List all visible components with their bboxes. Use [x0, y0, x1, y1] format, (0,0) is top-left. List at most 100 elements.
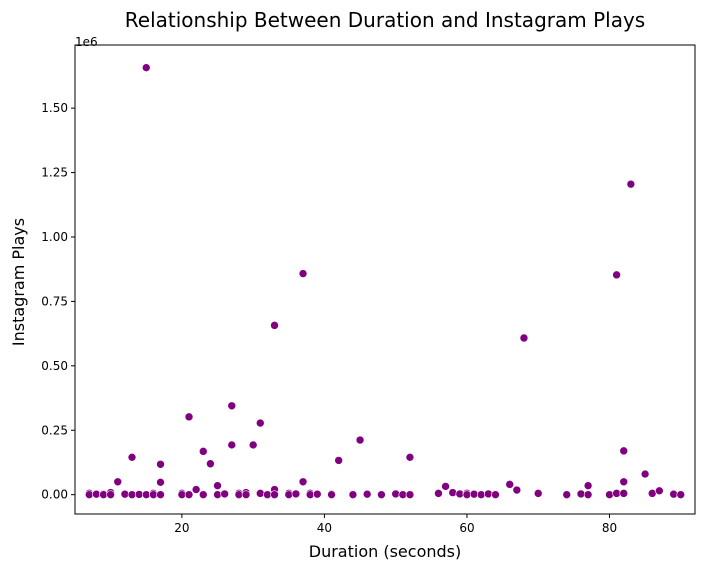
scatter-point — [619, 489, 629, 498]
x-tick-label: 60 — [459, 521, 474, 535]
scatter-point — [647, 489, 657, 498]
scatter-point — [141, 63, 151, 72]
scatter-point — [184, 412, 194, 422]
scatter-point — [206, 459, 215, 469]
chart-title: Relationship Between Duration and Instag… — [125, 8, 645, 32]
scatter-point — [156, 459, 165, 469]
scatter-point — [391, 489, 400, 499]
scatter-point — [583, 490, 593, 499]
scatter-point — [334, 456, 343, 465]
y-tick-label: 1.00 — [41, 230, 68, 244]
x-tick-label: 40 — [317, 521, 332, 535]
x-axis-ticks: 20 40 60 80 — [174, 514, 617, 535]
x-tick-label: 20 — [174, 521, 189, 535]
scatter-point — [298, 269, 308, 278]
scatter-point — [619, 477, 629, 487]
scatter-point — [512, 485, 522, 495]
y-tick-label: 1.25 — [41, 166, 68, 180]
scatter-point — [198, 447, 208, 456]
scatter-point — [127, 490, 137, 499]
scatter-point — [612, 270, 621, 280]
scatter-point — [612, 489, 621, 498]
scatter-point — [113, 477, 123, 487]
scatter-point — [626, 179, 636, 189]
scatter-point — [213, 490, 222, 499]
scatter-point — [270, 490, 279, 499]
scatter-point — [441, 482, 450, 491]
y-axis-ticks: 0.00 0.25 0.50 0.75 1.00 1.25 1.50 — [41, 101, 75, 502]
scatter-point — [227, 440, 237, 450]
scatter-point — [263, 490, 272, 499]
scatter-point — [462, 490, 472, 499]
y-tick-label: 1.50 — [41, 101, 68, 115]
scatter-point — [327, 490, 336, 499]
x-axis-label: Duration (seconds) — [309, 542, 461, 561]
scatter-point — [248, 440, 258, 450]
scatter-point — [669, 489, 678, 499]
scatter-point — [213, 481, 222, 490]
y-tick-label: 0.25 — [41, 423, 68, 437]
scatter-point — [619, 446, 629, 456]
scatter-point — [298, 477, 308, 487]
scatter-point — [255, 489, 265, 498]
scatter-point — [99, 490, 108, 499]
scatter-point — [348, 490, 358, 499]
scatter-point — [134, 490, 144, 499]
scatter-point — [84, 490, 94, 499]
scatter-point — [676, 490, 686, 499]
scatter-point — [519, 333, 529, 343]
scatter-point — [305, 490, 315, 499]
scatter-point — [434, 489, 443, 498]
y-axis-label: Instagram Plays — [9, 218, 28, 346]
scatter-point — [605, 490, 614, 499]
scatter-point — [398, 490, 408, 499]
scatter-point — [149, 490, 158, 499]
x-tick-label: 80 — [602, 521, 617, 535]
scatter-point — [469, 489, 479, 499]
scatter-point — [92, 489, 101, 499]
scatter-point — [120, 489, 130, 499]
scatter-point — [476, 490, 486, 499]
y-tick-label: 0.75 — [41, 294, 68, 308]
scatter-point — [533, 489, 543, 498]
scatter-point — [355, 435, 365, 445]
scatter-point — [184, 490, 194, 499]
scatter-point — [141, 490, 151, 499]
scatter-point — [562, 490, 572, 499]
plot-frame — [74, 44, 696, 515]
scatter-point — [655, 486, 664, 496]
scatter-point — [177, 490, 187, 499]
scatter-point — [198, 490, 208, 499]
scatter-point — [484, 489, 493, 499]
scatter-point — [156, 478, 165, 487]
scatter-point — [405, 490, 415, 499]
scatter-point — [455, 489, 465, 499]
scatter-point — [234, 490, 244, 499]
scatter-point — [505, 480, 515, 489]
scatter-point — [405, 453, 415, 462]
scatter-point — [156, 490, 165, 499]
scatter-point — [191, 485, 201, 494]
y-tick-label: 0.00 — [41, 488, 68, 502]
scatter-point — [106, 490, 115, 499]
scatter-point — [377, 490, 386, 499]
scatter-point — [291, 489, 301, 499]
scatter-point — [127, 453, 137, 462]
scatter-point — [312, 489, 322, 499]
scatter-point — [362, 489, 372, 499]
scatter-point — [227, 401, 237, 411]
y-axis-offset-text: 1e6 — [75, 35, 98, 49]
scatter-point — [491, 490, 500, 499]
scatter-point — [576, 489, 586, 499]
scatter-point — [448, 488, 458, 497]
y-tick-label: 0.50 — [41, 359, 68, 373]
scatter-point — [220, 489, 229, 499]
data-points — [84, 63, 686, 499]
scatter-point — [583, 481, 593, 490]
scatter-point — [241, 490, 251, 499]
scatter-point — [640, 469, 650, 479]
scatter-point — [255, 418, 265, 428]
plot-area — [74, 44, 696, 515]
scatter-point — [270, 321, 279, 330]
